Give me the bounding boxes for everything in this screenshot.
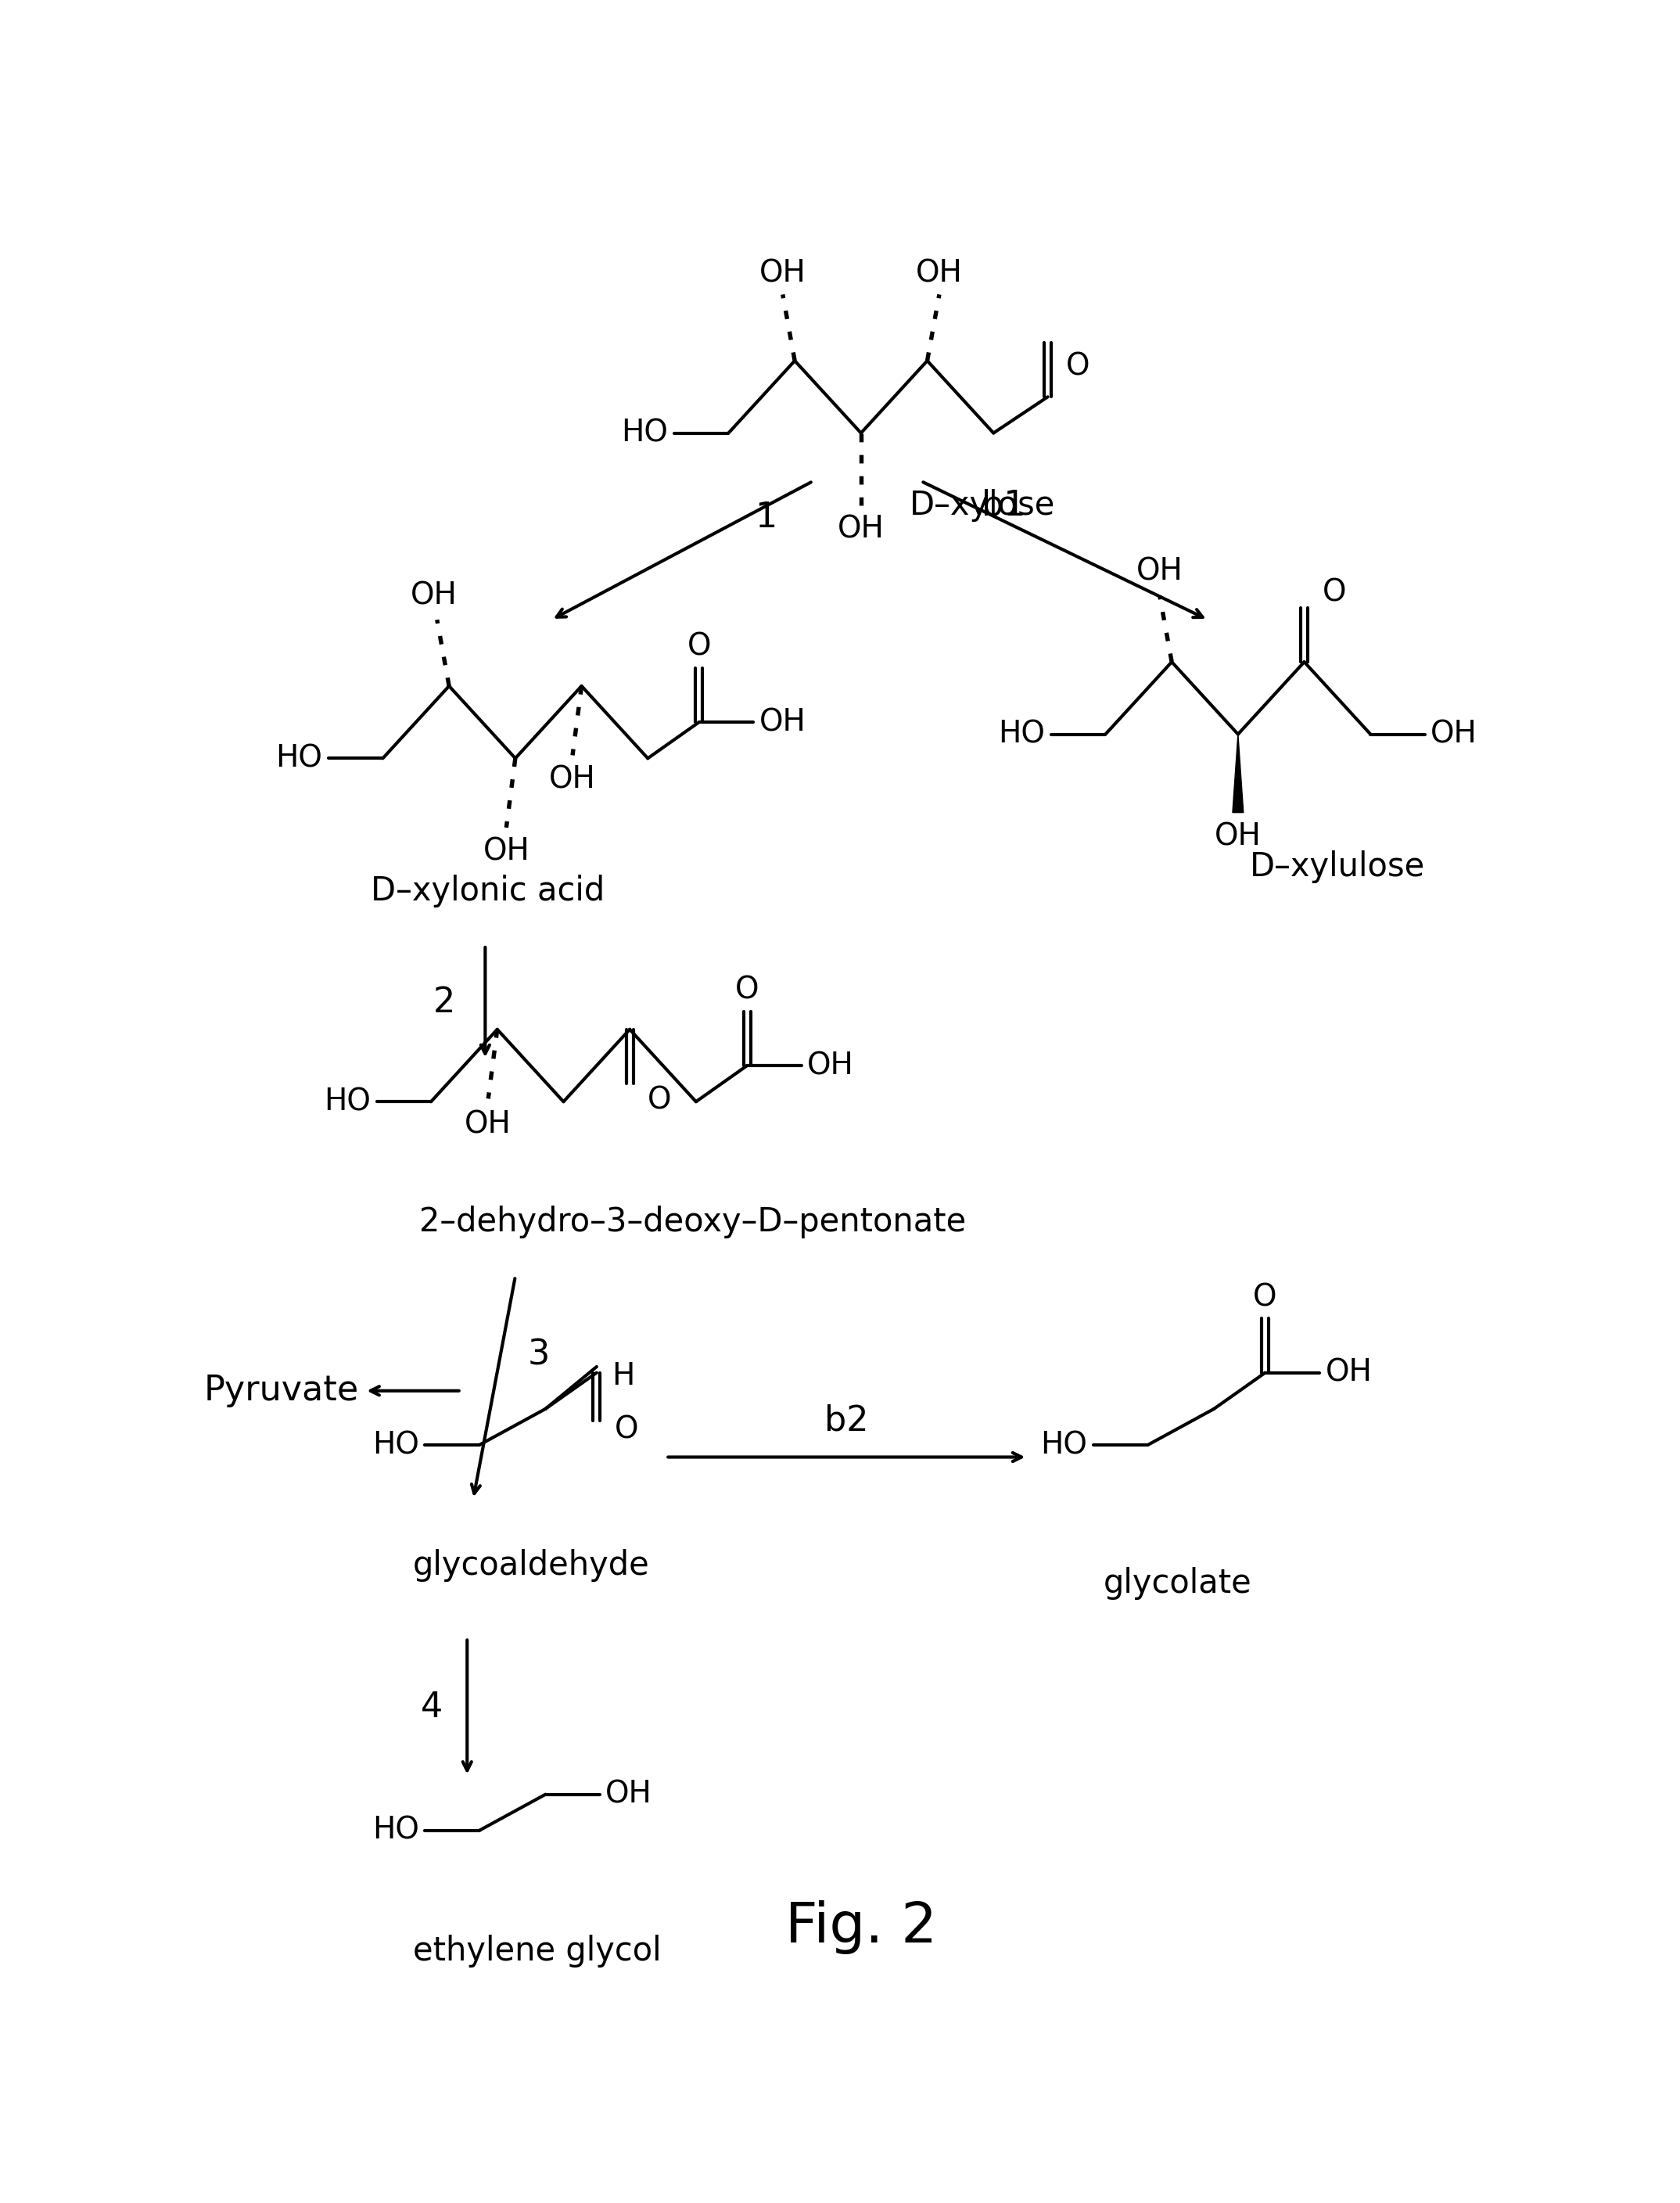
Text: O: O — [1322, 577, 1346, 608]
Text: O: O — [615, 1414, 638, 1445]
Text: 1: 1 — [754, 500, 776, 533]
Text: OH: OH — [759, 258, 806, 289]
Text: 4: 4 — [422, 1690, 444, 1725]
Text: 3: 3 — [528, 1337, 549, 1372]
Text: OH: OH — [410, 582, 457, 610]
Text: HO: HO — [324, 1086, 371, 1117]
Text: OH: OH — [1326, 1357, 1373, 1388]
Text: glycolate: glycolate — [1104, 1566, 1252, 1599]
Text: Pyruvate: Pyruvate — [203, 1375, 360, 1408]
Text: OH: OH — [1431, 720, 1477, 749]
Text: OH: OH — [916, 258, 963, 289]
Text: 2: 2 — [433, 985, 455, 1020]
Text: b2: b2 — [825, 1403, 869, 1439]
Text: O: O — [648, 1086, 672, 1115]
Text: D–xylulose: D–xylulose — [1250, 850, 1425, 883]
Text: O: O — [1065, 352, 1090, 381]
Text: glycoaldehyde: glycoaldehyde — [413, 1549, 650, 1582]
Text: HO: HO — [373, 1815, 418, 1846]
Text: OH: OH — [759, 707, 806, 738]
Text: O: O — [1253, 1282, 1277, 1313]
Polygon shape — [1233, 734, 1243, 813]
Text: Fig. 2: Fig. 2 — [785, 1899, 937, 1954]
Text: D–xylonic acid: D–xylonic acid — [371, 875, 605, 908]
Text: b1: b1 — [981, 489, 1025, 522]
Text: HO: HO — [622, 419, 669, 447]
Text: OH: OH — [549, 764, 596, 795]
Text: D–xylose: D–xylose — [909, 489, 1055, 522]
Text: O: O — [687, 632, 711, 661]
Text: OH: OH — [1136, 557, 1183, 586]
Text: HO: HO — [998, 720, 1045, 749]
Text: HO: HO — [373, 1430, 418, 1461]
Text: ethylene glycol: ethylene glycol — [413, 1934, 662, 1967]
Text: OH: OH — [808, 1051, 853, 1079]
Text: 2–dehydro–3–deoxy–D–pentonate: 2–dehydro–3–deoxy–D–pentonate — [418, 1205, 966, 1238]
Text: O: O — [736, 976, 759, 1005]
Text: H: H — [612, 1361, 635, 1390]
Text: OH: OH — [1215, 822, 1262, 853]
Text: HO: HO — [276, 742, 323, 773]
Text: OH: OH — [465, 1110, 512, 1139]
Text: OH: OH — [606, 1780, 652, 1809]
Text: OH: OH — [838, 516, 884, 544]
Text: OH: OH — [482, 837, 529, 866]
Text: HO: HO — [1040, 1430, 1087, 1461]
